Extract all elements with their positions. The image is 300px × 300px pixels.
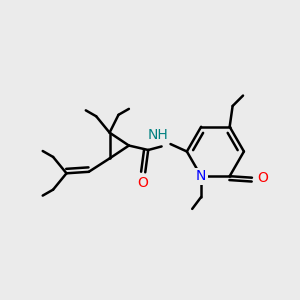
Text: O: O: [137, 176, 148, 190]
Text: N: N: [196, 169, 206, 183]
Text: NH: NH: [147, 128, 168, 142]
Text: O: O: [257, 171, 268, 185]
